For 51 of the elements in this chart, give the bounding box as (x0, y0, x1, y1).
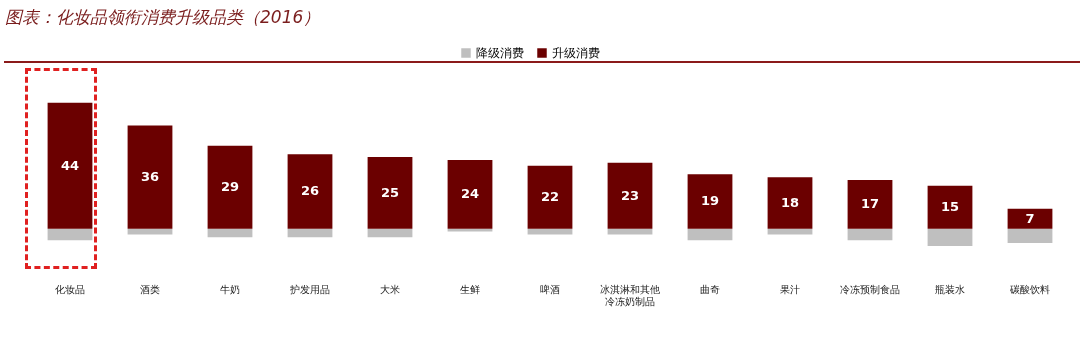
bar (367, 157, 413, 229)
bar (447, 159, 493, 229)
x-tick-label: 化妆品 (55, 283, 85, 295)
bar (287, 154, 333, 229)
bar (687, 228, 733, 241)
bar (847, 228, 893, 241)
x-tick-label: 冷冻预制食品 (840, 283, 900, 295)
bar (47, 228, 93, 241)
data-label: 15 (940, 199, 960, 215)
bar (207, 228, 253, 238)
bar (927, 185, 973, 229)
data-label: 7 (1025, 210, 1035, 226)
x-tick-label: 酒类 (140, 283, 160, 295)
data-label: 23 (620, 187, 640, 203)
data-label: 22 (540, 189, 560, 205)
data-label: 17 (860, 196, 880, 212)
x-tick-label: 果汁 (780, 283, 800, 295)
x-tick-label: 牛奶 (220, 283, 240, 295)
bar (47, 102, 93, 229)
data-label: 44 (60, 157, 80, 173)
bar (927, 228, 973, 246)
x-tick-label: 曲奇 (700, 283, 720, 295)
bar (1007, 208, 1053, 229)
bar (447, 228, 493, 232)
bar (527, 165, 573, 229)
bar (367, 228, 413, 238)
x-tick-label: 啤酒 (540, 283, 560, 295)
bar (687, 174, 733, 229)
bar (287, 228, 333, 238)
bar (1007, 228, 1053, 244)
x-tick-label: 瓶装水 (935, 283, 965, 295)
x-tick-label: 碳酸饮料 (1009, 283, 1050, 295)
bar (767, 177, 813, 229)
data-label: 24 (460, 186, 480, 202)
bar (847, 180, 893, 229)
chart-title: 图表：化妆品领衔消费升级品类（2016） (5, 7, 321, 27)
x-tick-label: 大米 (380, 283, 400, 295)
bar (127, 125, 173, 229)
data-label: 29 (220, 179, 240, 195)
legend-label: 升级消费 (552, 46, 600, 60)
x-tick-label: 生鲜 (460, 283, 480, 295)
data-label: 25 (380, 184, 400, 200)
data-label: 18 (780, 194, 800, 210)
bar (607, 162, 653, 229)
data-label: 36 (140, 169, 160, 185)
bar (207, 145, 253, 229)
data-label: 19 (700, 193, 720, 209)
legend-label: 降级消费 (476, 46, 524, 60)
x-tick-label: 冰淇淋和其他冷冻奶制品 (600, 283, 660, 307)
x-tick-label: 护发用品 (289, 283, 330, 295)
data-label: 26 (300, 183, 320, 199)
